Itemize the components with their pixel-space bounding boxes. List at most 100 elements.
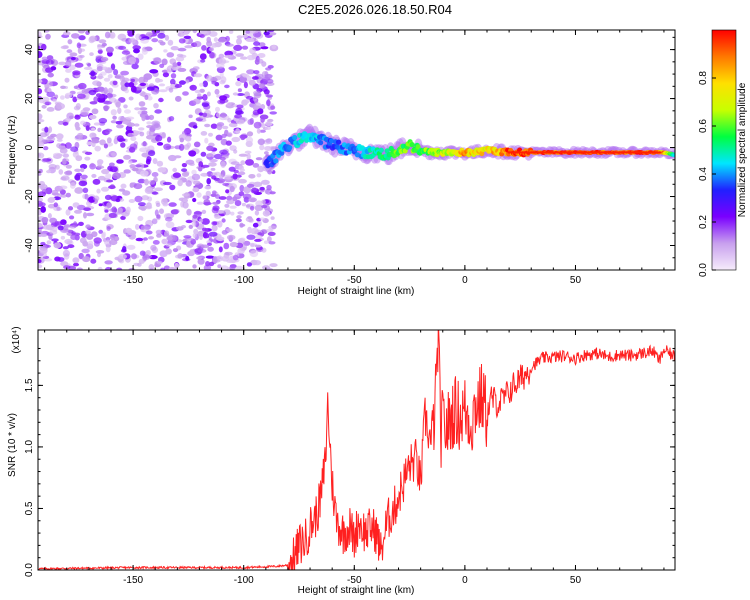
noise-blob	[115, 120, 123, 125]
noise-blob	[222, 125, 229, 130]
noise-blob	[96, 66, 103, 72]
noise-blob	[130, 78, 135, 83]
noise-blob	[65, 170, 73, 175]
noise-blob	[242, 193, 252, 200]
noise-blob	[44, 126, 49, 133]
noise-blob	[107, 87, 114, 94]
noise-blob	[225, 43, 234, 47]
noise-blob	[110, 120, 117, 124]
noise-blob	[53, 242, 62, 249]
colorbar-frame	[711, 29, 737, 271]
noise-blob	[78, 252, 84, 260]
noise-blob	[254, 204, 264, 211]
noise-blob	[155, 202, 161, 207]
noise-blob	[208, 162, 217, 167]
noise-blob	[179, 137, 184, 143]
noise-blob	[224, 203, 230, 208]
noise-blob	[270, 105, 276, 110]
noise-blob	[184, 45, 193, 49]
noise-blob	[109, 166, 118, 173]
noise-blob	[170, 78, 176, 85]
noise-blob	[66, 49, 73, 54]
noise-blob	[186, 208, 192, 216]
snr-panel: -150 -100 -50 0 50 0.0 0.5 1.0 1.5 Height of st…	[7, 326, 676, 596]
noise-blob	[246, 153, 251, 160]
noise-blob	[116, 124, 124, 129]
noise-blob	[211, 224, 218, 232]
noise-blob	[192, 30, 197, 34]
noise-blob	[41, 59, 50, 64]
noise-blob	[229, 185, 235, 193]
noise-blob	[213, 37, 218, 42]
noise-blob	[73, 105, 81, 111]
noise-blob	[222, 209, 231, 216]
noise-blob	[141, 141, 148, 147]
noise-blob	[62, 158, 67, 165]
noise-blob	[224, 251, 233, 256]
noise-blob	[249, 30, 259, 34]
ridge-core	[287, 145, 293, 151]
noise-blob	[218, 196, 227, 200]
noise-blob	[38, 88, 43, 95]
noise-blob	[264, 146, 272, 151]
noise-blob	[138, 101, 146, 107]
noise-blob	[263, 31, 270, 36]
colorbar-gradient	[712, 30, 736, 270]
noise-blob	[172, 167, 178, 173]
noise-blob	[73, 262, 79, 267]
noise-blob	[144, 146, 150, 150]
noise-blob	[226, 199, 235, 205]
y-tick-label: 0.0	[24, 563, 35, 577]
noise-blob	[76, 42, 82, 49]
noise-blob	[156, 142, 164, 146]
noise-blob	[233, 149, 238, 154]
noise-blob	[60, 219, 67, 226]
noise-blob	[133, 123, 140, 127]
noise-blob	[62, 153, 69, 158]
noise-blob	[87, 240, 94, 246]
noise-blob	[75, 155, 83, 162]
noise-blob	[208, 31, 218, 37]
noise-blob	[101, 168, 110, 175]
noise-blob	[199, 88, 205, 93]
noise-blob	[178, 143, 185, 151]
noise-blob	[267, 236, 272, 243]
noise-blob	[175, 56, 185, 62]
noise-blob	[210, 77, 218, 82]
noise-blob	[199, 218, 204, 223]
noise-blob	[181, 168, 188, 173]
noise-blob	[153, 57, 162, 65]
noise-blob	[181, 225, 186, 229]
noise-blob	[238, 191, 245, 196]
x-tick-label: -50	[347, 575, 362, 586]
noise-blob	[80, 167, 85, 173]
noise-blob	[98, 229, 103, 234]
noise-blob	[246, 234, 256, 240]
noise-blob	[164, 34, 170, 41]
noise-blob	[148, 130, 155, 137]
noise-blob	[63, 265, 71, 269]
noise-blob	[67, 39, 73, 45]
noise-blob	[158, 97, 164, 103]
noise-blob	[233, 44, 243, 52]
noise-blob	[41, 56, 48, 61]
x-tick-label: 50	[570, 575, 582, 586]
noise-blob	[252, 109, 260, 116]
noise-blob	[99, 139, 106, 146]
noise-blob	[239, 237, 246, 242]
noise-blob	[74, 174, 80, 181]
noise-blob	[149, 267, 154, 270]
ridge-core	[292, 134, 298, 141]
ridge-core	[328, 138, 335, 144]
noise-blob	[224, 54, 233, 58]
noise-blob	[262, 139, 272, 145]
y-tick-label: 40	[24, 44, 35, 56]
noise-blob	[259, 186, 265, 191]
noise-blob	[56, 103, 65, 110]
noise-blob	[86, 141, 93, 146]
noise-blob	[146, 31, 153, 37]
noise-blob	[129, 143, 138, 150]
noise-blob	[212, 259, 221, 263]
noise-blob	[220, 60, 230, 64]
noise-blob	[132, 167, 139, 172]
